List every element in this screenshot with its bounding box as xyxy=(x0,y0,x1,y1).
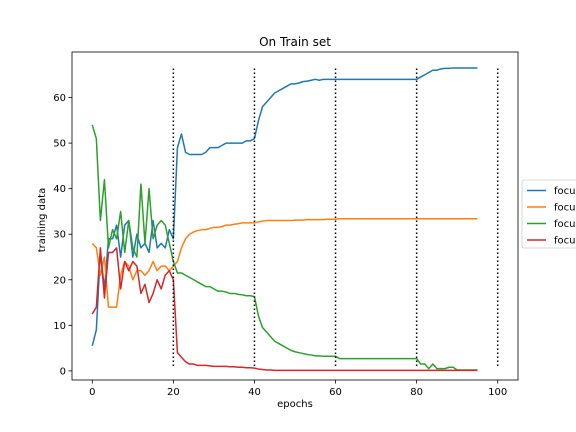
legend-label: focu xyxy=(554,236,575,247)
legend: focu focu focu focu xyxy=(521,179,576,249)
y-tick-label: 30 xyxy=(53,230,66,241)
x-tick-label: 60 xyxy=(329,387,342,398)
y-axis-label: training data xyxy=(37,188,48,252)
legend-box xyxy=(521,179,576,249)
x-tick-label: 100 xyxy=(488,387,507,398)
x-tick-label: 0 xyxy=(89,387,95,398)
series-line-4 xyxy=(91,247,478,372)
y-tick-label: 10 xyxy=(53,321,66,332)
y-tick-label: 60 xyxy=(53,93,66,104)
series-line-1 xyxy=(91,67,478,347)
legend-label: focu xyxy=(554,203,575,214)
x-axis-label: epochs xyxy=(277,399,313,410)
legend-label: focu xyxy=(554,219,575,230)
y-tick-label: 50 xyxy=(53,139,66,150)
series-line-3 xyxy=(91,124,478,371)
x-tick-label: 40 xyxy=(248,387,261,398)
series-line-2 xyxy=(91,217,478,308)
x-tick-label: 20 xyxy=(167,387,180,398)
chart-title: On Train set xyxy=(259,35,331,49)
y-tick-label: 20 xyxy=(53,275,66,286)
axes-frame xyxy=(71,51,519,381)
y-tick-label: 0 xyxy=(60,366,66,377)
y-tick-label: 40 xyxy=(53,184,66,195)
x-tick-label: 80 xyxy=(410,387,423,398)
legend-label: focu xyxy=(554,186,575,197)
plot-area: 0 20 40 60 80 100 0 10 20 30 40 50 60 xyxy=(53,51,519,398)
